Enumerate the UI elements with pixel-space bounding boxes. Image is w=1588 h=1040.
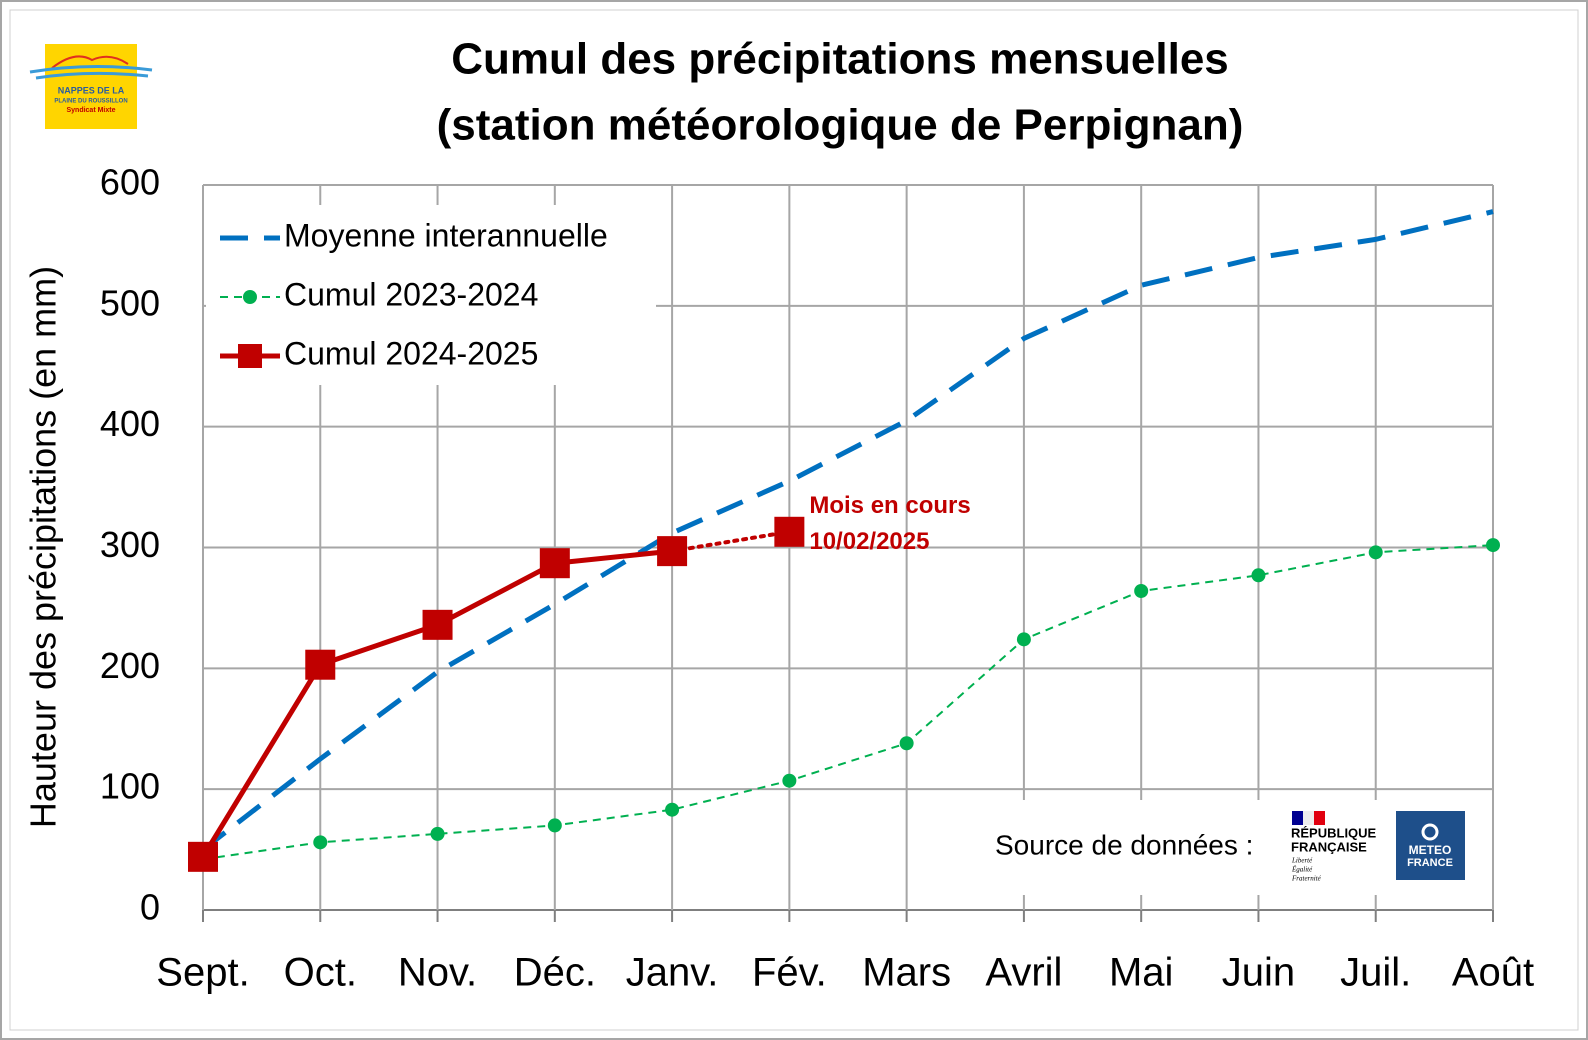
logo-mountain: [51, 55, 129, 69]
flag-white: [1303, 811, 1314, 825]
y-tick-label: 100: [100, 766, 160, 807]
motto: Fraternité: [1291, 875, 1322, 883]
meteo-icon: [1421, 823, 1439, 841]
series-line: [201, 209, 1494, 852]
point: [539, 548, 570, 579]
x-tick-label: Août: [1452, 951, 1534, 995]
x-tick-label: Janv.: [626, 951, 719, 995]
y-tick-label: 0: [140, 887, 160, 928]
legend-label: Moyenne interannuelle: [284, 217, 608, 253]
point: [305, 649, 336, 680]
meteo: METEO: [1409, 843, 1452, 857]
y-tick-label: 500: [100, 282, 160, 323]
point: [1134, 584, 1149, 598]
annotation: 10/02/2025: [809, 528, 929, 555]
x-tick-label: Déc.: [514, 951, 596, 995]
y-axis-label: Hauteur des précipitations (en mm): [23, 266, 64, 828]
legend-label: Cumul 2024-2025: [284, 335, 538, 371]
point: [657, 536, 688, 567]
point: [1251, 568, 1266, 583]
series-line: [202, 544, 1494, 861]
x-tick-label: Mars: [862, 951, 951, 995]
x-tick-label: Avril: [985, 951, 1062, 995]
logo-text: NAPPES DE LA: [58, 85, 125, 95]
point: [1486, 538, 1500, 553]
flag-blue: [1292, 811, 1303, 825]
point: [430, 826, 445, 841]
x-tick-label: Nov.: [398, 951, 477, 995]
flag-red: [1314, 811, 1325, 825]
x-tick-label: Fév.: [752, 951, 827, 995]
point: [1016, 632, 1031, 647]
meteo: FRANCE: [1407, 857, 1453, 869]
legend-bg: [206, 205, 656, 385]
inner-frame: [9, 9, 1579, 1031]
chart-title: Cumul des précipitations mensuelles: [451, 35, 1229, 84]
point: [1368, 545, 1383, 560]
x-tick-label: Mai: [1109, 951, 1173, 995]
republique: RÉPUBLIQUE: [1291, 825, 1377, 840]
legend-label: Cumul 2023-2024: [284, 276, 538, 312]
logo-text: PLAINE DU ROUSSILLON: [54, 99, 127, 105]
point: [665, 802, 680, 817]
series-line-partial: [670, 529, 792, 554]
point: [899, 736, 914, 751]
motto: Égalité: [1291, 866, 1313, 874]
legend-marker: [238, 344, 262, 368]
logo: NAPPES DE LA PLAINE DU ROUSSILLON Syndic…: [29, 44, 153, 129]
chart-title: (station météorologique de Perpignan): [437, 101, 1244, 150]
annotation: Mois en cours: [809, 492, 970, 519]
x-tick-label: Sept.: [156, 951, 249, 995]
logo-text: Syndicat Mixte: [66, 107, 115, 114]
source-label: Source de données :: [995, 829, 1253, 860]
legend-marker: [243, 290, 257, 304]
legend-marker: [272, 235, 278, 241]
point: [782, 773, 797, 788]
logo-bg: [45, 44, 137, 129]
y-tick-label: 200: [100, 645, 160, 686]
x-tick-label: Juil.: [1340, 951, 1411, 995]
point: [547, 818, 562, 833]
republique: FRANÇAISE: [1291, 839, 1367, 854]
point: [313, 835, 328, 850]
x-tick-label: Juin: [1222, 951, 1295, 995]
y-tick-label: 400: [100, 403, 160, 444]
meteo-bg: [1396, 811, 1465, 880]
x-tick-label: Oct.: [284, 951, 357, 995]
point: [188, 841, 218, 872]
y-tick-label: 600: [100, 162, 160, 203]
motto: Liberté: [1291, 857, 1313, 865]
logo-water: [29, 64, 153, 80]
point: [774, 516, 805, 547]
point: [422, 609, 453, 640]
y-tick-label: 300: [100, 524, 160, 565]
